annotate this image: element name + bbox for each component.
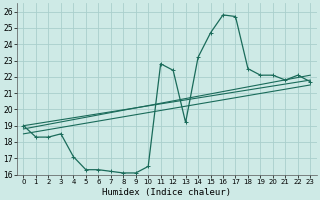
X-axis label: Humidex (Indice chaleur): Humidex (Indice chaleur) [102,188,231,197]
